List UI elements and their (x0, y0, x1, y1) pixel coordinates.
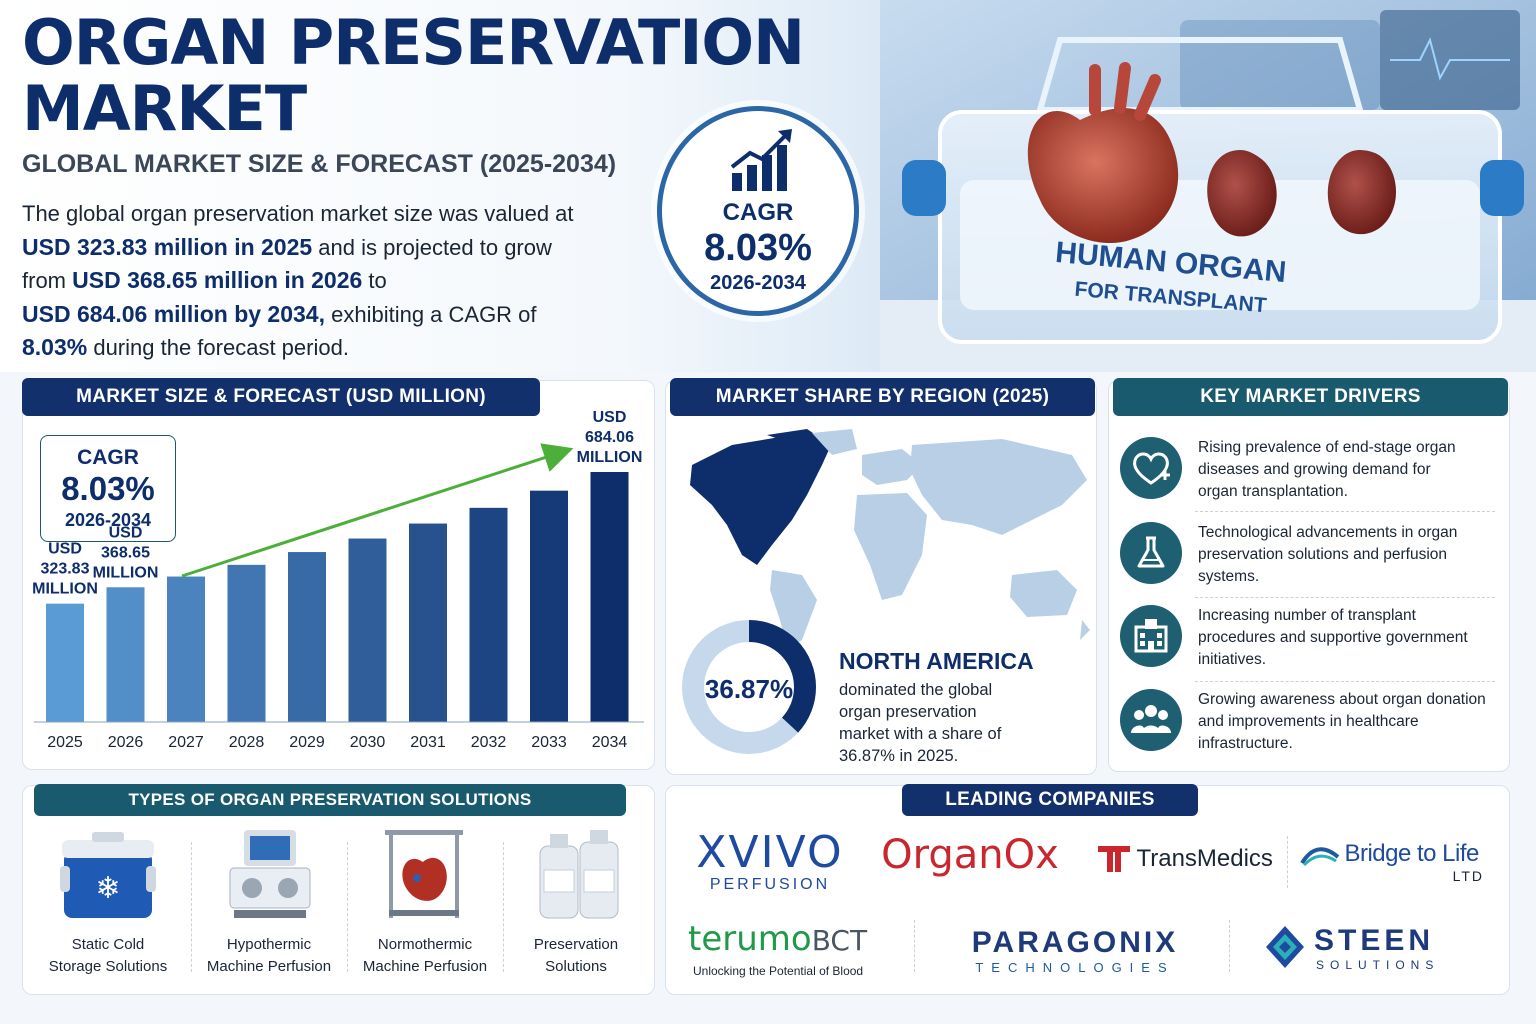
bar-2026 (106, 587, 145, 722)
x-tick-label: 2030 (350, 734, 386, 751)
donut-share-arc (682, 620, 816, 754)
title-line-1: ORGAN PRESERVATION (22, 6, 805, 79)
page-title: ORGAN PRESERVATION MARKET (22, 6, 805, 145)
type-normothermic: Normothermic Machine Perfusion (362, 936, 488, 975)
flask-icon (1120, 522, 1182, 584)
type-hypothermic: Hypothermic Machine Perfusion (206, 936, 332, 975)
greenland-shape (767, 429, 822, 447)
bridge-arc-icon (1300, 847, 1340, 867)
market-size-bar-chart: 2025 2026 2027 2028 2029 2030 2031 2032 2033 2034… (32, 409, 644, 751)
arctic-shape (812, 429, 857, 455)
hero-cagr-value: 8.03% (704, 227, 812, 269)
x-tick-label: 2033 (531, 734, 567, 751)
drivers-heading: KEY MARKET DRIVERS (1113, 378, 1508, 416)
bottles-icon (539, 830, 619, 919)
chart-cagr-value: 8.03% (61, 470, 155, 507)
region-heading: MARKET SHARE BY REGION (2025) (670, 378, 1095, 416)
company-divider (1229, 920, 1230, 972)
bar-2029 (288, 552, 326, 722)
xvivo-logo: XVIVO PERFUSION (696, 827, 844, 894)
region-donut-chart (682, 620, 816, 754)
europe-shape (862, 449, 922, 485)
x-tick-label: 2028 (229, 734, 265, 751)
organox-logo: OrganOx (881, 832, 1059, 878)
asia-shape (910, 439, 1087, 535)
south-america-shape (770, 570, 817, 650)
region-desc: dominated the global organ preservation … (839, 681, 1002, 765)
type-preservation-solutions: Preservation Solutions (533, 936, 619, 975)
driver-divider (1195, 511, 1495, 512)
companies-panel (665, 785, 1510, 995)
x-tick-label: 2025 (47, 734, 83, 751)
paragonix-logo: PARAGONIX TECHNOLOGIES (971, 926, 1179, 975)
chart-cagr-box: CAGR 8.03% 2026-2034 (40, 435, 176, 542)
bar-2027 (167, 576, 205, 722)
organ-container-photo: HUMAN ORGAN FOR TRANSPLANT (880, 0, 1536, 372)
bar-2033 (530, 490, 568, 722)
world-map (690, 429, 1090, 650)
north-america-shape (690, 435, 832, 565)
people-icon (1120, 689, 1182, 751)
types-heading: TYPES OF ORGAN PRESERVATION SOLUTIONS (34, 784, 626, 816)
types-divider (191, 842, 192, 972)
africa-shape (854, 493, 927, 600)
trend-arrow (181, 443, 574, 578)
bar-2028 (227, 564, 266, 722)
x-tick-label: 2027 (168, 734, 204, 751)
heart-device-icon (385, 830, 463, 918)
x-tick-label: 2034 (592, 734, 628, 751)
driver-divider (1195, 597, 1495, 598)
terumo-bct-logo: terumoBCT Unlocking the Potential of Blo… (688, 919, 868, 978)
intro-paragraph: The global organ preservation market siz… (22, 201, 574, 360)
bridge-to-life-logo: Bridge to Life LTD (1300, 840, 1490, 884)
steen-diamond-icon (1266, 926, 1304, 968)
x-tick-label: 2032 (471, 734, 507, 751)
x-tick-label: 2026 (108, 734, 144, 751)
new-zealand-shape (1080, 620, 1090, 640)
x-tick-label: 2029 (289, 734, 325, 751)
data-label-2025: USD 323.83 MILLION (32, 541, 98, 598)
company-divider (1287, 836, 1288, 888)
hero-cagr-label: CAGR (722, 199, 794, 226)
transmedics-mark-icon (1098, 846, 1130, 872)
types-divider (347, 842, 348, 972)
steen-logo: STEEN SOLUTIONS (1262, 924, 1462, 972)
data-label-2026: USD 368.65 MILLION (93, 524, 159, 581)
data-label-2034: USD 684.06 MILLION (577, 409, 643, 466)
x-tick-label: 2031 (410, 734, 446, 751)
transmedics-logo: TransMedics (1096, 842, 1276, 876)
australia-shape (1010, 570, 1077, 617)
bar-2030 (348, 538, 387, 722)
heart-plus-icon (1120, 437, 1182, 499)
driver-divider (1195, 681, 1495, 682)
growth-chart-icon (730, 129, 792, 191)
svg-text:❄: ❄ (95, 871, 120, 906)
market-size-heading: MARKET SIZE & FORECAST (USD MILLION) (22, 378, 540, 416)
perfusion-machine-icon (229, 830, 311, 918)
region-name: NORTH AMERICA (839, 648, 1034, 674)
page-subtitle: GLOBAL MARKET SIZE & FORECAST (2025-2034… (22, 150, 617, 178)
hero-cagr-badge: CAGR 8.03% 2026-2034 (657, 106, 859, 316)
hero-cagr-period: 2026-2034 (710, 272, 806, 294)
donut-value: 36.87% (704, 674, 794, 704)
chart-cagr-label: CAGR (77, 446, 139, 469)
type-static-cold: Static Cold Storage Solutions (48, 936, 168, 975)
chart-cagr-period: 2026-2034 (64, 510, 152, 530)
bar-2032 (469, 507, 508, 722)
types-divider (503, 842, 504, 972)
hospital-icon (1120, 605, 1182, 667)
title-line-2: MARKET (22, 72, 307, 145)
bar-2034 (590, 472, 629, 722)
company-divider (914, 920, 915, 972)
bar-2025 (46, 603, 84, 722)
companies-heading: LEADING COMPANIES (902, 784, 1198, 816)
cooler-icon: ❄ (60, 832, 156, 918)
bar-2031 (409, 523, 447, 722)
